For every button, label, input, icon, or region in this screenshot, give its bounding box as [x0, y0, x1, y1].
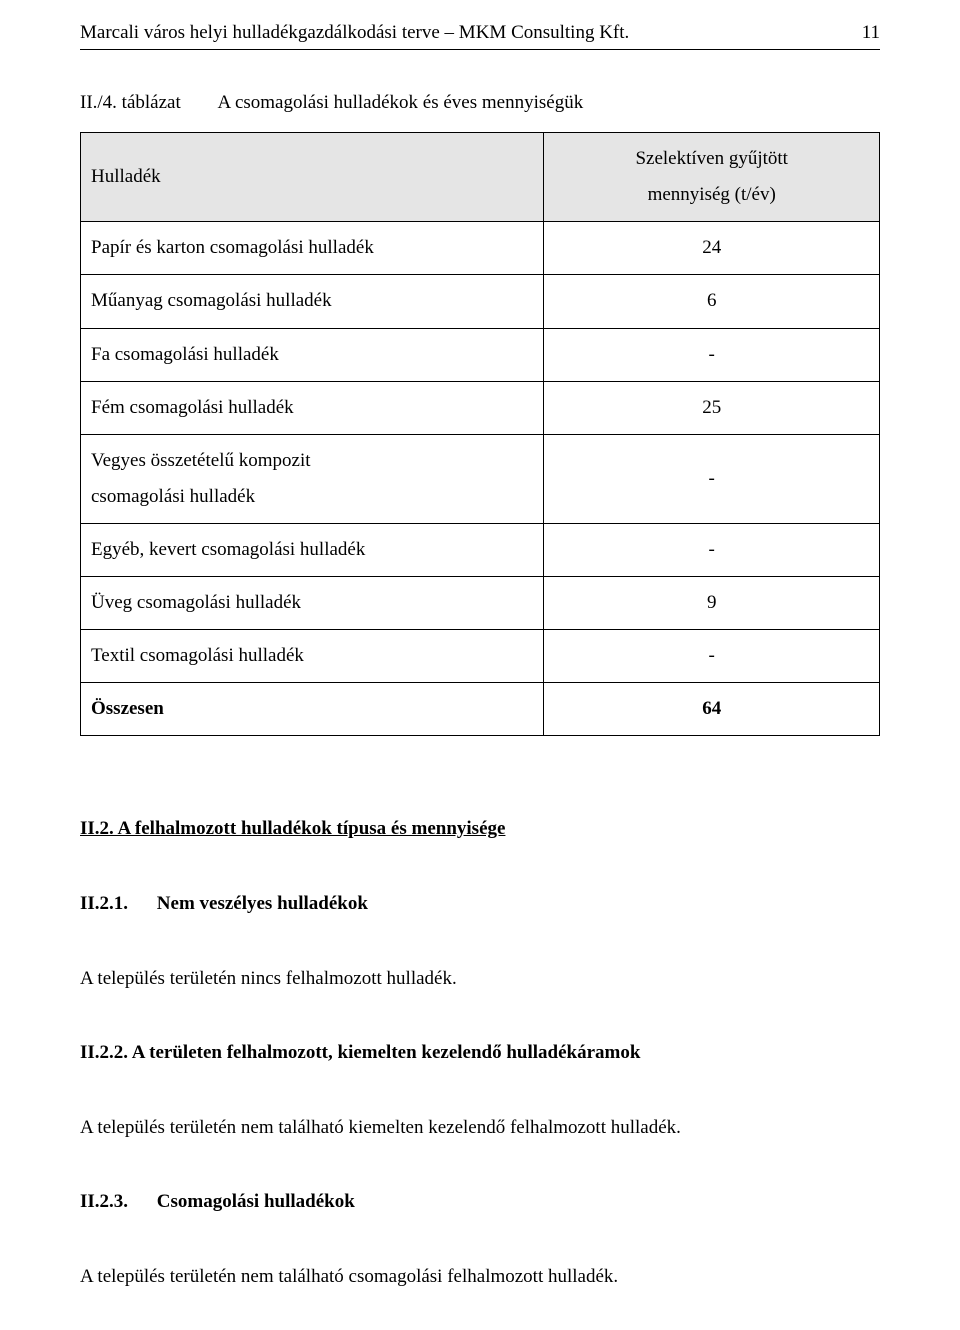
table-cell-value: 25 [544, 381, 880, 434]
table-row: Üveg csomagolási hulladék9 [81, 577, 880, 630]
table-cell-label: Textil csomagolási hulladék [81, 630, 544, 683]
table-cell-label: Fa csomagolási hulladék [81, 328, 544, 381]
table-caption-number: II./4. táblázat [80, 90, 181, 117]
table-cell-label: Papír és karton csomagolási hulladék [81, 222, 544, 275]
header-title: Marcali város helyi hulladékgazdálkodási… [80, 20, 629, 47]
paragraph-ii2-1: A település területén nincs felhalmozott… [80, 966, 880, 993]
table-header-label: Hulladék [81, 133, 544, 222]
table-row: Összesen64 [81, 683, 880, 736]
subheading-ii2-3-num: II.2.3. [80, 1189, 128, 1216]
table-cell-value: 9 [544, 577, 880, 630]
table-row: Papír és karton csomagolási hulladék24 [81, 222, 880, 275]
table-header-value-line1: Szelektíven gyűjtött [635, 148, 788, 169]
table-cell-value: 24 [544, 222, 880, 275]
table-cell-label: Fém csomagolási hulladék [81, 381, 544, 434]
table-cell-label: Összesen [81, 683, 544, 736]
table-header-row: Hulladék Szelektíven gyűjtött mennyiség … [81, 133, 880, 222]
table-header-value: Szelektíven gyűjtött mennyiség (t/év) [544, 133, 880, 222]
subheading-ii2-1-text: Nem veszélyes hulladékok [157, 891, 368, 918]
table-cell-value: 6 [544, 275, 880, 328]
table-cell-value: 64 [544, 683, 880, 736]
paragraph-ii2-3: A település területén nem található csom… [80, 1264, 880, 1291]
table-cell-value: - [544, 434, 880, 523]
table-cell-label: Egyéb, kevert csomagolási hulladék [81, 523, 544, 576]
table-header-value-line2: mennyiség (t/év) [648, 184, 776, 205]
paragraph-ii2-2: A település területén nem található kiem… [80, 1115, 880, 1142]
table-row: Fém csomagolási hulladék25 [81, 381, 880, 434]
table-row: Textil csomagolási hulladék- [81, 630, 880, 683]
subheading-ii2-3: II.2.3. Csomagolási hulladékok [80, 1189, 880, 1216]
table-cell-label: Üveg csomagolási hulladék [81, 577, 544, 630]
table-cell-label: Műanyag csomagolási hulladék [81, 275, 544, 328]
table-cell-value: - [544, 328, 880, 381]
table-caption-title: A csomagolási hulladékok és éves mennyis… [218, 90, 584, 117]
subheading-ii2-3-text: Csomagolási hulladékok [157, 1189, 355, 1216]
page-number: 11 [850, 20, 880, 47]
section-heading-ii2: II.2. A felhalmozott hulladékok típusa é… [80, 816, 880, 843]
table-row: Műanyag csomagolási hulladék6 [81, 275, 880, 328]
table-cell-value: - [544, 630, 880, 683]
table-row: Fa csomagolási hulladék- [81, 328, 880, 381]
subheading-ii2-1-num: II.2.1. [80, 891, 128, 918]
packaging-waste-table: Hulladék Szelektíven gyűjtött mennyiség … [80, 132, 880, 736]
subheading-ii2-2: II.2.2. A területen felhalmozott, kiemel… [80, 1040, 880, 1067]
table-row: Egyéb, kevert csomagolási hulladék- [81, 523, 880, 576]
subheading-ii2-1: II.2.1. Nem veszélyes hulladékok [80, 891, 880, 918]
page-header: Marcali város helyi hulladékgazdálkodási… [80, 20, 880, 50]
table-row: Vegyes összetételű kompozitcsomagolási h… [81, 434, 880, 523]
table-cell-value: - [544, 523, 880, 576]
table-caption: II./4. táblázat A csomagolási hulladékok… [80, 90, 880, 117]
table-cell-label: Vegyes összetételű kompozitcsomagolási h… [81, 434, 544, 523]
